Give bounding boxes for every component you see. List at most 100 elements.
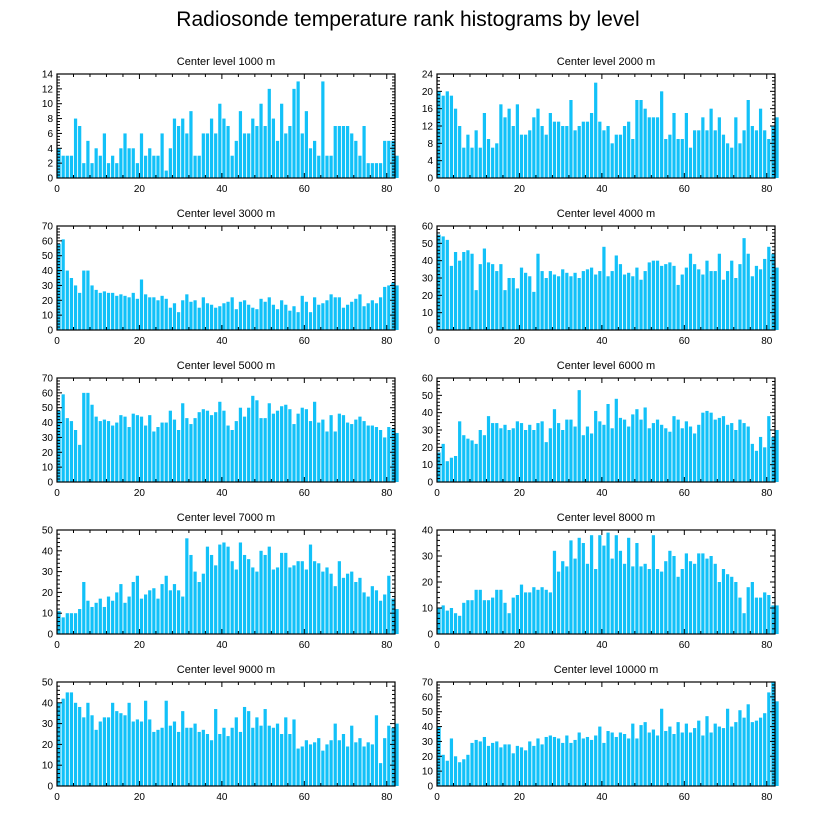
histogram-bar [358,155,362,178]
histogram-bar [148,148,152,178]
histogram-bar [709,412,713,482]
histogram-bar [758,717,763,786]
histogram-bar [288,126,292,178]
histogram-bar [672,416,676,482]
histogram-bar [267,546,271,634]
histogram-bar [676,722,680,786]
x-tick-label: 0 [54,184,60,195]
histogram-bar [189,424,193,482]
histogram-bar [594,274,598,330]
plot-frame [56,73,396,179]
histogram-bar [705,130,709,178]
histogram-bar [123,416,127,482]
histogram-bar [746,704,750,786]
histogram-bar [205,410,210,482]
histogram-bar [515,421,519,482]
histogram-bar [548,271,552,330]
histogram-bar [251,307,255,330]
histogram-panel: Center level 1000 m 0 20 40 60 80 0 2 4 6 8 10 12 14 [42,56,399,195]
histogram-bar [631,414,635,482]
histogram-bar [627,426,631,482]
histogram-bar [78,609,82,634]
histogram-bar [69,692,74,786]
histogram-bar [697,424,701,482]
y-tick-label: 0 [47,630,53,641]
histogram-bar [271,118,276,178]
histogram-bar [337,413,341,482]
histogram-bar [86,270,90,330]
y-tick-label: 50 [422,707,434,718]
y-tick-label: 30 [422,274,434,285]
x-tick-label: 40 [216,792,228,803]
histogram-bar [585,269,590,330]
histogram-bar [458,260,462,330]
histogram-bar [486,745,491,786]
histogram-bar [238,731,243,786]
histogram-bar [362,421,366,482]
histogram-bar [631,139,635,178]
histogram-panel: Center level 8000 m 0 20 40 60 80 0 10 20 30 40 [422,512,779,651]
y-tick-label: 0 [427,478,433,489]
histogram-bar [308,544,313,634]
histogram-bar [214,709,218,786]
y-tick-label: 16 [422,104,434,115]
y-tick-label: 20 [422,87,434,98]
histogram-bar [482,435,487,482]
histogram-bar [701,735,705,786]
histogram-bar [491,423,495,482]
histogram-bar [577,126,581,178]
histogram-bar [701,553,705,634]
histogram-bar [160,584,164,634]
y-tick-label: 8 [427,139,433,150]
histogram-bar [482,248,487,330]
x-tick-label: 60 [299,792,311,803]
histogram-bar [296,413,300,482]
x-tick-label: 0 [434,336,440,347]
histogram-bar [664,561,668,634]
histogram-bar [387,427,391,482]
histogram-bar [528,276,532,330]
histogram-bar [106,717,111,786]
histogram-bar [73,613,78,634]
histogram-bar [519,584,524,634]
histogram-bar [655,569,660,634]
histogram-bar [717,582,721,634]
histogram-bar [754,720,759,786]
histogram-bar [222,542,226,634]
histogram-bar [668,262,672,330]
y-tick-label: 0 [427,630,433,641]
histogram-bar [209,740,214,786]
histogram-bar [548,428,552,482]
histogram-bar [152,155,156,178]
histogram-bar [185,418,189,482]
histogram-bar [288,734,292,786]
x-tick-label: 20 [514,792,526,803]
histogram-bar [573,558,577,634]
x-tick-label: 20 [514,640,526,651]
histogram-bar [111,425,115,482]
histogram-bar [242,300,247,330]
histogram-bar [573,130,577,178]
x-tick-label: 40 [596,792,608,803]
histogram-bar [280,406,284,482]
histogram-bar [622,274,627,330]
histogram-bar [589,433,594,482]
histogram-bar [684,113,688,178]
histogram-bar [474,290,478,330]
histogram-bar [267,88,271,178]
histogram-bar [544,736,548,786]
histogram-bar [771,126,775,178]
x-tick-label: 20 [134,640,146,651]
histogram-bar [664,731,668,786]
histogram-bar [713,419,717,482]
histogram-bar [115,422,119,482]
histogram-bar [201,573,205,634]
x-tick-label: 0 [434,488,440,499]
histogram-bar [321,303,325,330]
histogram-bar [197,307,201,330]
histogram-bar [176,312,181,330]
y-tick-label: 50 [42,526,54,537]
histogram-bar [565,419,569,482]
histogram-bar [308,744,313,786]
histogram-bar [713,271,717,330]
